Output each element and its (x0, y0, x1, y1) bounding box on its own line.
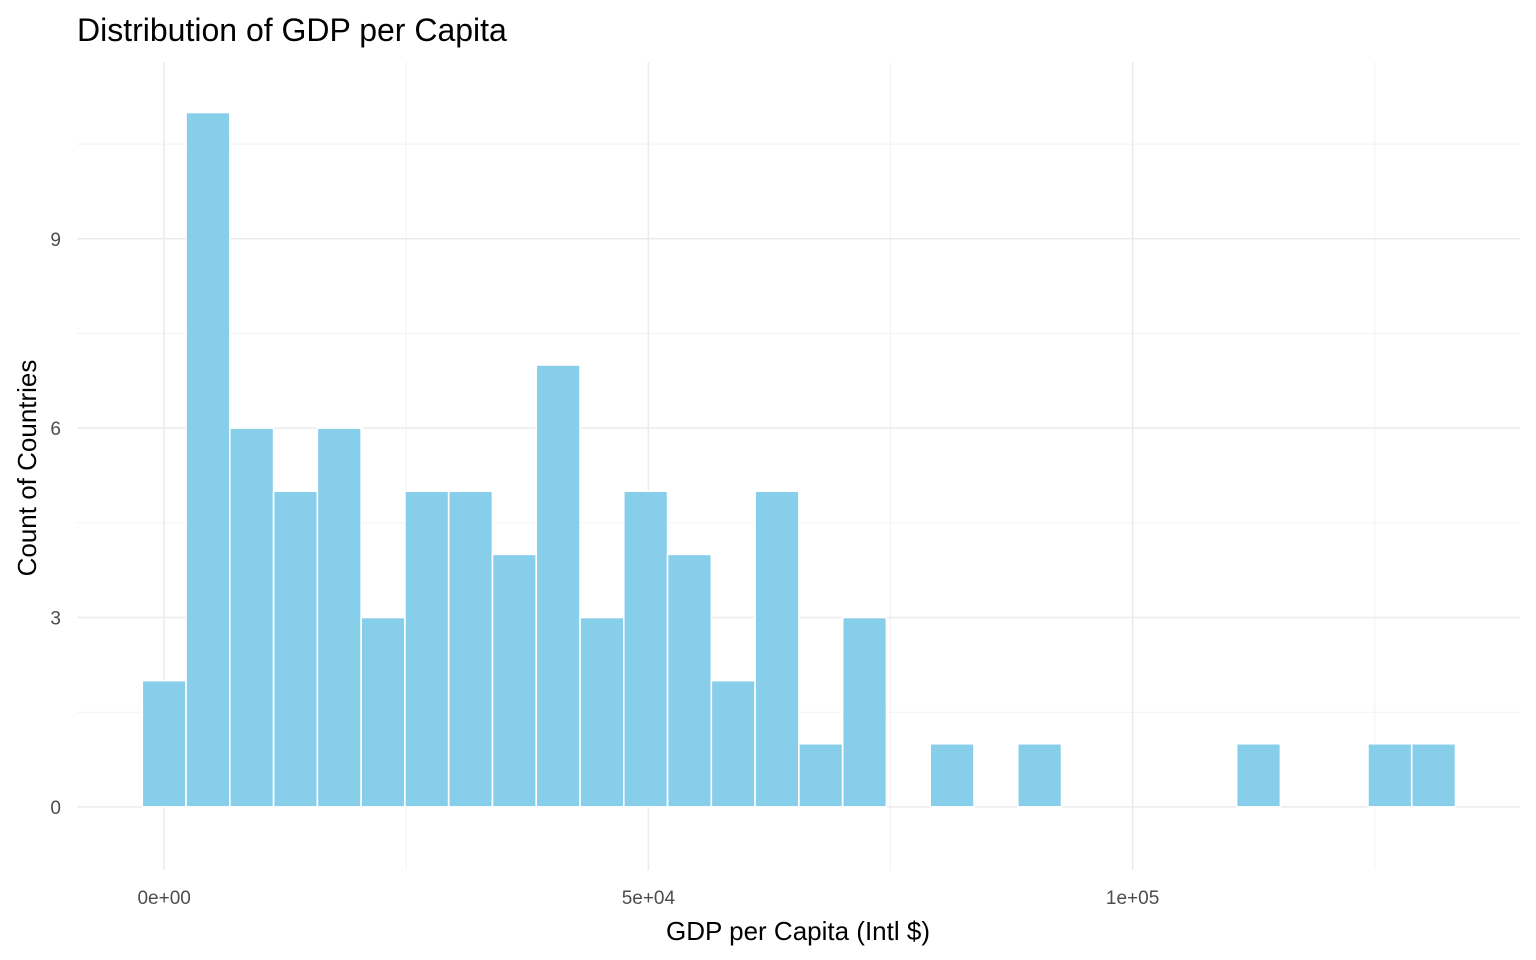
histogram-bar (710, 679, 756, 808)
y-axis-tick-labels: 0 3 6 9 (50, 230, 61, 819)
histogram-bar (1235, 742, 1282, 808)
y-tick-label: 6 (50, 419, 61, 440)
histogram-bar (447, 490, 494, 808)
histogram-bar (272, 490, 319, 808)
histogram-bar (185, 111, 231, 808)
histogram-bar (316, 427, 362, 808)
x-tick-label: 1e+05 (1106, 888, 1159, 909)
histogram-bar (579, 616, 625, 808)
y-tick-label: 0 (50, 798, 61, 819)
histogram-bar (229, 427, 275, 808)
histogram-bar (666, 553, 713, 808)
histogram-bar (1016, 742, 1063, 808)
histogram-bar (491, 553, 538, 808)
histogram-bar (535, 364, 581, 808)
x-tick-label: 5e+04 (622, 888, 676, 909)
histogram-bar (1410, 742, 1457, 808)
histogram-bar (141, 679, 187, 808)
y-tick-label: 3 (50, 609, 61, 630)
y-tick-label: 9 (50, 230, 61, 251)
y-axis-title: Count of Countries (12, 360, 42, 577)
x-axis-title: GDP per Capita (Intl $) (666, 916, 930, 946)
x-tick-label: 0e+00 (137, 888, 190, 909)
histogram-bar (798, 742, 844, 808)
x-axis-tick-labels: 0e+00 5e+04 1e+05 (137, 888, 1159, 909)
histogram-bar (360, 616, 406, 808)
chart-title: Distribution of GDP per Capita (77, 12, 507, 48)
histogram-bar (754, 490, 800, 808)
histogram-bar (404, 490, 450, 808)
histogram-bar (929, 742, 975, 808)
histogram-bar (622, 490, 669, 808)
histogram-bar (841, 616, 888, 808)
histogram-bars (141, 111, 1457, 808)
histogram-bar (1367, 742, 1413, 808)
